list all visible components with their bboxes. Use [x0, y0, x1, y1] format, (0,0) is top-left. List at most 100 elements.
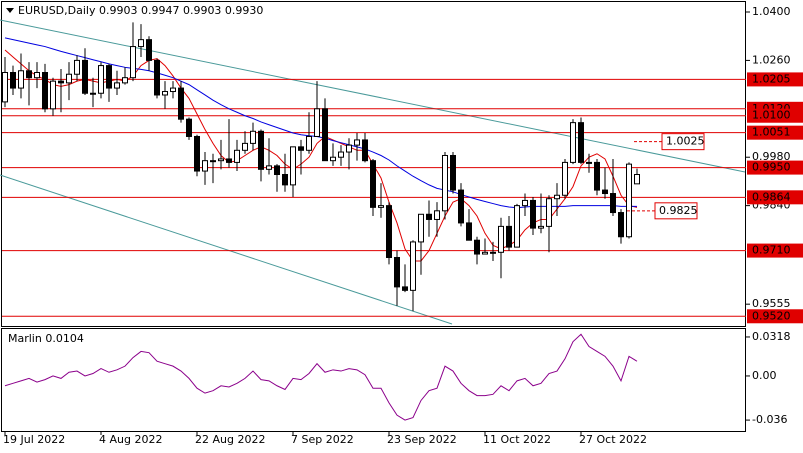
- candle-body: [426, 213, 432, 220]
- candle-body: [498, 225, 504, 253]
- candle-body: [74, 59, 80, 75]
- candle-body: [314, 108, 320, 137]
- candle-body: [290, 146, 296, 186]
- level-tag: [747, 243, 803, 258]
- candle-body: [234, 149, 240, 163]
- candle-body: [514, 205, 520, 248]
- level-tag: [747, 190, 803, 205]
- candle-body: [66, 73, 72, 84]
- candle-body: [442, 154, 448, 212]
- candle-body: [258, 130, 264, 170]
- candle-body: [610, 193, 616, 214]
- candle-body: [330, 156, 336, 162]
- candle-body: [594, 161, 600, 191]
- candle-body: [98, 65, 104, 94]
- candle-body: [122, 77, 128, 84]
- x-tick-label: 19 Jul 2022: [3, 433, 65, 446]
- candle-body: [42, 72, 48, 110]
- indicator-line: [4, 333, 638, 421]
- channel-line: [0, 19, 746, 173]
- candle-body: [538, 225, 544, 229]
- candle-body: [226, 158, 232, 163]
- level-label: 0.9950: [752, 161, 791, 174]
- candle-body: [58, 80, 64, 84]
- level-label: 0.9710: [752, 244, 791, 257]
- candle-body: [626, 163, 632, 238]
- candle-body: [354, 139, 360, 146]
- candle-body: [306, 135, 312, 151]
- candle-body: [474, 239, 480, 255]
- annotation-label: 1.0025: [666, 135, 705, 148]
- annotation-label: 0.9825: [659, 204, 698, 217]
- candle-body: [18, 70, 24, 89]
- candle-body: [202, 160, 208, 172]
- menu-arrow: [6, 8, 14, 13]
- candle-body: [386, 205, 392, 258]
- candle-body: [178, 87, 184, 120]
- candle-body: [218, 158, 224, 162]
- candle-body: [530, 199, 536, 229]
- x-tick-label: 27 Oct 2022: [579, 433, 647, 446]
- candle-body: [490, 251, 496, 254]
- level-tag: [747, 108, 803, 123]
- candle-body: [242, 142, 248, 151]
- candle-body: [450, 154, 456, 191]
- x-tick-label: 22 Aug 2022: [195, 433, 265, 446]
- candle-body: [138, 39, 144, 48]
- candle-body: [338, 151, 344, 158]
- x-tick-label: 7 Sep 2022: [291, 433, 354, 446]
- indicator-frame: [1, 328, 746, 432]
- candle-body: [554, 194, 560, 200]
- candle-body: [114, 82, 120, 89]
- candle-body: [90, 92, 96, 95]
- candle-body: [82, 59, 88, 94]
- candle-body: [378, 205, 384, 208]
- candle-body: [506, 225, 512, 248]
- level-tag: [747, 72, 803, 87]
- candle-body: [186, 118, 192, 137]
- candle-body: [194, 135, 200, 172]
- channel-line: [0, 174, 453, 325]
- level-label: 0.9520: [752, 309, 791, 322]
- candle-body: [282, 174, 288, 186]
- candle-body: [210, 160, 216, 163]
- candle-body: [434, 210, 440, 220]
- y-tick-label: 0.9555: [752, 297, 791, 310]
- candle-body: [634, 174, 640, 185]
- candle-body: [458, 189, 464, 224]
- candle-body: [250, 130, 256, 144]
- candle-body: [466, 222, 472, 241]
- candle-body: [402, 286, 408, 291]
- candle-body: [34, 72, 40, 79]
- y-tick-label: 0.9980: [752, 150, 791, 163]
- y-tick-label: 1.0260: [752, 53, 791, 66]
- level-tag: [747, 160, 803, 175]
- indicator-title: Marlin 0.0104: [8, 332, 84, 345]
- candle-body: [146, 39, 152, 61]
- candle-body: [602, 189, 608, 195]
- candle-body: [346, 144, 352, 153]
- candle-body: [562, 161, 568, 196]
- level-label: 0.9864: [752, 190, 791, 203]
- x-tick-label: 11 Oct 2022: [483, 433, 551, 446]
- candle-body: [154, 59, 160, 96]
- candle-body: [170, 87, 176, 93]
- level-label: 1.0100: [752, 109, 791, 122]
- indicator-tick-label: -0.036: [752, 413, 787, 426]
- main-frame: [1, 1, 746, 327]
- candle-body: [410, 241, 416, 291]
- annotation-box: [661, 133, 705, 151]
- y-tick-label: 1.0400: [752, 5, 791, 18]
- level-label: 1.0051: [752, 126, 791, 139]
- candle-body: [162, 91, 168, 96]
- level-tag: [747, 309, 803, 324]
- candle-body: [362, 139, 368, 162]
- candle-body: [266, 165, 272, 170]
- candle-body: [274, 165, 280, 176]
- x-tick-label: 4 Aug 2022: [99, 433, 162, 446]
- candle-body: [394, 256, 400, 288]
- candle-body: [418, 213, 424, 243]
- indicator-tick-label: 0.0318: [752, 330, 791, 343]
